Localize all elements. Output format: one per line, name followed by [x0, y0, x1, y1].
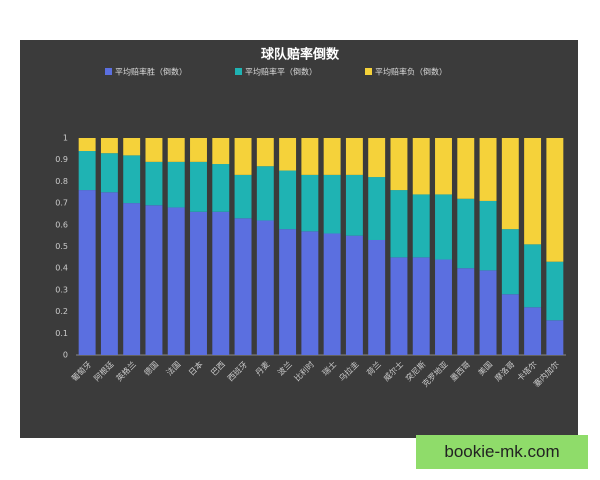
bar-segment — [345, 138, 363, 175]
bar-segment — [279, 170, 297, 230]
bar-segment — [501, 229, 519, 295]
y-tick-label: 0.2 — [55, 307, 68, 316]
bar-segment — [435, 138, 452, 195]
bar-segment — [234, 174, 252, 219]
bar-segment — [412, 257, 430, 355]
bar-segment — [145, 138, 163, 162]
chart-title: 球队赔率倒数 — [261, 47, 340, 63]
legend-label: 平均赔率负（倒数） — [375, 67, 447, 77]
bar-segment — [212, 164, 230, 212]
bar-segment — [167, 161, 185, 208]
y-tick-label: 0.1 — [55, 329, 68, 338]
y-tick-label: 0.4 — [55, 264, 68, 273]
bar-segment — [457, 138, 475, 199]
bar-segment — [345, 235, 363, 355]
bar-segment — [167, 207, 185, 355]
bar-segment — [479, 138, 497, 201]
bar-segment — [368, 239, 386, 355]
bar-segment — [100, 153, 118, 193]
bar-segment — [212, 211, 230, 355]
bar-segment — [78, 151, 96, 191]
bar-segment — [546, 261, 564, 321]
bar-segment — [123, 138, 141, 156]
bar-segment — [279, 229, 297, 355]
y-tick-label: 0.5 — [55, 242, 68, 251]
bar-segment — [501, 138, 519, 230]
bar-segment — [145, 205, 163, 355]
bar-segment — [100, 138, 118, 154]
bar-segment — [412, 194, 430, 258]
bar-segment — [546, 320, 564, 355]
bar-segment — [190, 161, 207, 212]
bar-segment — [323, 174, 341, 234]
bar-segment — [190, 211, 207, 355]
bar-segment — [435, 194, 452, 260]
bar-segment — [323, 233, 341, 355]
bar-segment — [412, 138, 430, 195]
bar-segment — [457, 198, 475, 269]
y-tick-label: 0.8 — [55, 177, 68, 186]
bar-segment — [368, 177, 386, 240]
bar-segment — [524, 244, 542, 308]
bar-segment — [256, 138, 274, 167]
legend-swatch — [235, 68, 242, 75]
y-tick-label: 0.7 — [55, 199, 68, 208]
bar-segment — [524, 138, 542, 245]
legend-label: 平均赔率胜（倒数） — [115, 67, 187, 77]
bar-segment — [234, 218, 252, 355]
bar-segment — [234, 138, 252, 175]
y-tick-label: 1 — [63, 134, 68, 143]
bar-segment — [256, 166, 274, 221]
bar-segment — [279, 138, 297, 171]
bar-segment — [145, 161, 163, 206]
bar-segment — [501, 294, 519, 355]
bar-segment — [301, 174, 319, 232]
bar-segment — [368, 138, 386, 178]
bar-segment — [479, 200, 497, 271]
legend-label: 平均赔率平（倒数） — [245, 67, 317, 77]
bar-segment — [256, 220, 274, 355]
bar-segment — [323, 138, 341, 175]
bar-segment — [345, 174, 363, 236]
bar-segment — [524, 307, 542, 355]
bar-segment — [78, 190, 96, 355]
bar-segment — [479, 270, 497, 355]
y-tick-label: 0.3 — [55, 285, 68, 294]
bar-segment — [390, 190, 408, 258]
bar-segment — [390, 257, 408, 355]
y-tick-label: 0.6 — [55, 220, 68, 229]
bar-segment — [301, 231, 319, 355]
bar-segment — [100, 192, 118, 355]
y-tick-label: 0 — [63, 351, 68, 360]
bar-segment — [301, 138, 319, 175]
bar-segment — [212, 138, 230, 165]
bar-segment — [390, 138, 408, 191]
bar-segment — [435, 259, 452, 355]
legend-swatch — [105, 68, 112, 75]
legend-swatch — [365, 68, 372, 75]
bar-segment — [78, 138, 96, 152]
watermark: bookie-mk.com — [416, 435, 588, 469]
y-tick-label: 0.9 — [55, 155, 68, 164]
bar-segment — [457, 268, 475, 355]
bar-segment — [546, 138, 564, 262]
bar-segment — [123, 203, 141, 355]
bar-segment — [190, 138, 207, 162]
bar-segment — [167, 138, 185, 162]
bar-segment — [123, 155, 141, 204]
